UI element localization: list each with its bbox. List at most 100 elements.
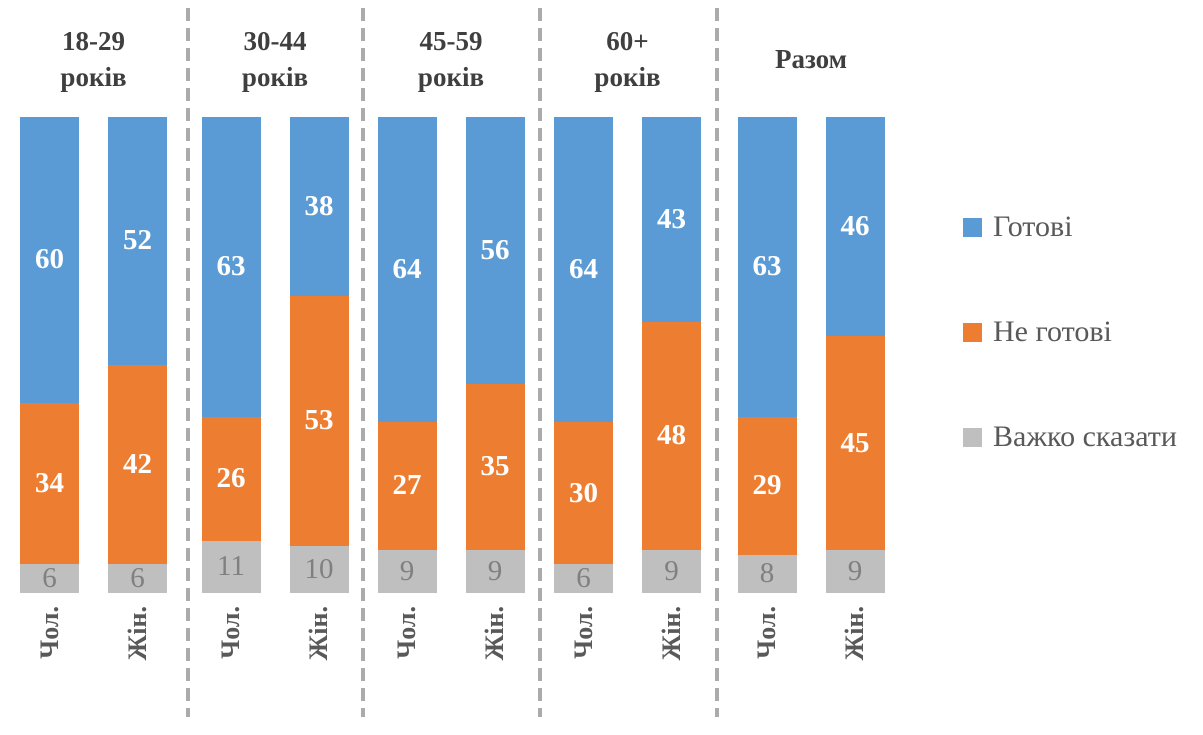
legend-item-not-ready: Не готові	[963, 315, 1177, 349]
segment-ready: 43	[642, 117, 701, 322]
segment-value: 56	[480, 233, 510, 266]
group-divider	[186, 8, 190, 717]
legend-label: Важко сказати	[993, 420, 1177, 453]
legend-swatch-not-ready	[963, 322, 982, 342]
segment-value: 53	[304, 404, 334, 437]
bar-total-female: 46 45 9	[825, 117, 885, 593]
segment-not-ready: 29	[737, 416, 797, 555]
segment-value: 10	[304, 552, 334, 585]
segment-not-ready: 34	[20, 402, 79, 565]
axis-label-female: Жін.	[656, 606, 686, 661]
legend-label: Готові	[993, 210, 1073, 243]
bar-18-29-male: 60 34 6	[20, 117, 79, 593]
segment-value: 6	[42, 562, 57, 595]
axis-label-male: Чол.	[568, 606, 598, 659]
segment-value: 26	[216, 462, 246, 495]
segment-hard-to-say: 10	[289, 545, 349, 593]
segment-value: 42	[123, 447, 152, 480]
segment-value: 48	[657, 419, 686, 452]
age-group-18-29: 18-29 років 60 34 6 52 42 6 Чол. Жін.	[0, 0, 187, 735]
segment-ready: 64	[554, 117, 613, 422]
legend-swatch-hard-to-say	[963, 427, 982, 447]
segment-ready: 46	[825, 117, 885, 336]
axis-label-male: Чол.	[34, 606, 64, 659]
bar-30-44-male: 63 26 11	[201, 117, 261, 593]
group-label: Разом	[774, 44, 848, 75]
segment-value: 45	[840, 426, 870, 459]
segment-hard-to-say: 6	[108, 564, 167, 593]
segment-value: 63	[752, 250, 782, 283]
segment-value: 63	[216, 250, 246, 283]
segment-ready: 52	[108, 117, 167, 365]
segment-value: 9	[847, 555, 863, 588]
bar-45-59-male: 64 27 9	[377, 117, 437, 593]
legend-item-ready: Готові	[963, 210, 1177, 244]
segment-ready: 63	[201, 117, 261, 417]
segment-not-ready: 53	[289, 296, 349, 546]
segment-ready: 64	[377, 117, 437, 422]
segment-not-ready: 48	[642, 321, 701, 551]
segment-value: 34	[35, 467, 64, 500]
legend-item-hard-to-say: Важко сказати	[963, 420, 1177, 454]
bar-60-plus-male: 64 30 6	[554, 117, 613, 593]
segment-value: 9	[399, 555, 415, 588]
legend-swatch-ready	[963, 217, 982, 237]
segment-not-ready: 27	[377, 421, 437, 551]
segment-ready: 63	[737, 117, 797, 417]
segment-hard-to-say: 6	[20, 564, 79, 593]
segment-ready: 38	[289, 117, 349, 297]
segment-value: 46	[840, 209, 870, 242]
group-divider	[538, 8, 542, 717]
segment-value: 38	[304, 190, 334, 223]
axis-label-female: Жін.	[480, 606, 509, 661]
age-group-45-59: 45-59 років 64 27 9 56 35 9 Чол. Жін.	[363, 0, 539, 735]
group-label: 18-29 років	[60, 26, 127, 92]
axis-label-female: Жін.	[304, 606, 333, 661]
segment-value: 30	[569, 476, 598, 509]
group-label: 30-44 років	[241, 26, 309, 92]
group-total: Разом 63 29 8 46 45 9 Чол. Жін.	[716, 0, 906, 735]
bar-30-44-female: 38 53 10	[289, 117, 349, 593]
group-divider	[361, 8, 365, 717]
segment-value: 52	[123, 224, 152, 257]
legend: Готові Не готові Важко сказати	[963, 210, 1177, 454]
segment-value: 9	[487, 555, 503, 588]
group-divider	[715, 8, 719, 717]
segment-value: 9	[664, 555, 679, 588]
segment-value: 11	[217, 550, 245, 583]
bar-total-male: 63 29 8	[737, 117, 797, 593]
axis-label-female: Жін.	[840, 606, 869, 661]
segment-hard-to-say: 9	[642, 550, 701, 594]
segment-ready: 56	[465, 117, 525, 384]
segment-hard-to-say: 9	[377, 550, 437, 593]
age-group-30-44: 30-44 років 63 26 11 38 53 10 Чол. Жін.	[187, 0, 363, 735]
axis-label-male: Чол.	[752, 606, 781, 659]
segment-not-ready: 35	[465, 383, 525, 551]
segment-value: 8	[759, 557, 775, 590]
segment-value: 64	[392, 252, 422, 285]
segment-value: 27	[392, 469, 422, 502]
segment-not-ready: 30	[554, 421, 613, 565]
segment-hard-to-say: 8	[737, 554, 797, 593]
axis-label-male: Чол.	[216, 606, 245, 659]
bar-18-29-female: 52 42 6	[108, 117, 167, 593]
segment-value: 43	[657, 202, 686, 235]
segment-hard-to-say: 6	[554, 564, 613, 593]
segment-ready: 60	[20, 117, 79, 403]
segment-value: 29	[752, 469, 782, 502]
segment-hard-to-say: 9	[465, 550, 525, 593]
segment-value: 6	[130, 562, 145, 595]
segment-value: 6	[576, 562, 591, 595]
segment-value: 60	[35, 243, 64, 276]
group-label: 45-59 років	[417, 26, 485, 92]
segment-hard-to-say: 11	[201, 540, 261, 593]
segment-value: 35	[480, 450, 510, 483]
bar-45-59-female: 56 35 9	[465, 117, 525, 593]
group-label: 60+ років	[594, 26, 661, 92]
axis-label-female: Жін.	[122, 606, 152, 661]
axis-label-male: Чол.	[392, 606, 421, 659]
segment-hard-to-say: 9	[825, 550, 885, 593]
segment-value: 64	[569, 252, 598, 285]
age-group-60-plus: 60+ років 64 30 6 43 48 9 Чол. Жін.	[539, 0, 716, 735]
